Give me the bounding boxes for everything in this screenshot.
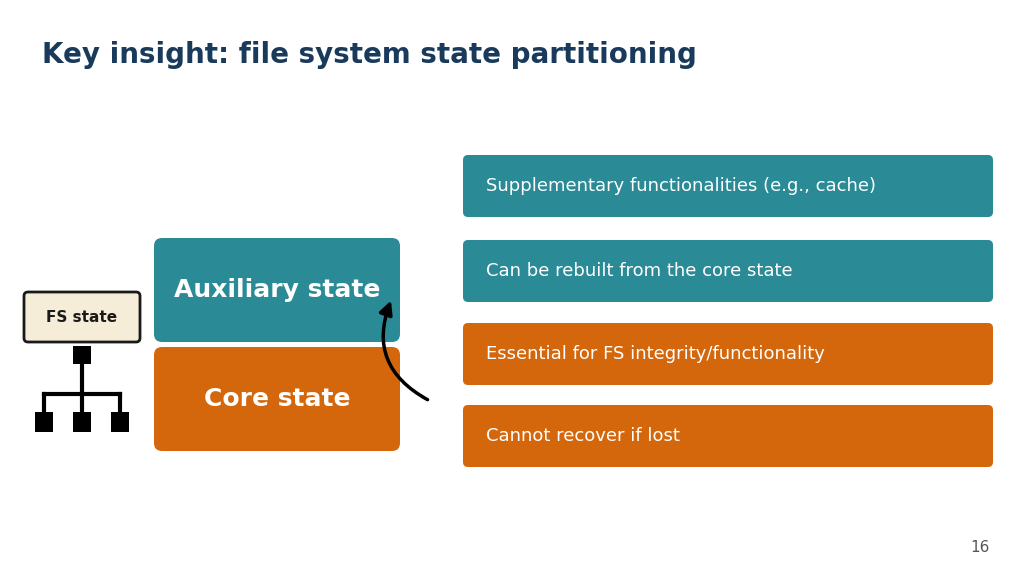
FancyBboxPatch shape [463,240,993,302]
FancyBboxPatch shape [154,238,400,342]
FancyBboxPatch shape [73,346,91,364]
FancyBboxPatch shape [463,405,993,467]
FancyBboxPatch shape [463,155,993,217]
Text: 16: 16 [971,540,989,555]
FancyBboxPatch shape [154,347,400,451]
FancyBboxPatch shape [24,292,140,342]
Text: Auxiliary state: Auxiliary state [174,278,380,302]
Text: Supplementary functionalities (e.g., cache): Supplementary functionalities (e.g., cac… [486,177,876,195]
Text: Essential for FS integrity/functionality: Essential for FS integrity/functionality [486,345,825,363]
FancyBboxPatch shape [35,412,53,432]
FancyBboxPatch shape [463,323,993,385]
FancyBboxPatch shape [111,412,129,432]
Text: FS state: FS state [46,309,118,324]
FancyArrowPatch shape [381,304,428,400]
Text: Key insight: file system state partitioning: Key insight: file system state partition… [42,41,697,69]
Text: Cannot recover if lost: Cannot recover if lost [486,427,680,445]
Text: Can be rebuilt from the core state: Can be rebuilt from the core state [486,262,793,280]
Text: Core state: Core state [204,387,350,411]
FancyBboxPatch shape [73,412,91,432]
